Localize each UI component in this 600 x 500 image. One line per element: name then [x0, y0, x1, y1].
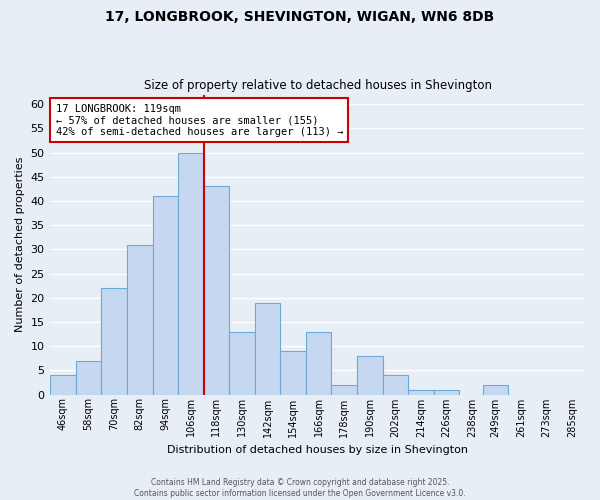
Bar [383, 375, 408, 394]
Bar [306, 332, 331, 394]
Text: 17 LONGBROOK: 119sqm
← 57% of detached houses are smaller (155)
42% of semi-deta: 17 LONGBROOK: 119sqm ← 57% of detached h… [56, 104, 343, 137]
Text: Contains HM Land Registry data © Crown copyright and database right 2025.
Contai: Contains HM Land Registry data © Crown c… [134, 478, 466, 498]
Bar [152, 196, 178, 394]
Bar [229, 332, 255, 394]
Bar [434, 390, 459, 394]
Bar [76, 360, 101, 394]
Bar [50, 375, 76, 394]
Bar [357, 356, 383, 395]
Bar [255, 302, 280, 394]
Bar [203, 186, 229, 394]
Title: Size of property relative to detached houses in Shevington: Size of property relative to detached ho… [143, 79, 491, 92]
Text: 17, LONGBROOK, SHEVINGTON, WIGAN, WN6 8DB: 17, LONGBROOK, SHEVINGTON, WIGAN, WN6 8D… [106, 10, 494, 24]
Bar [483, 385, 508, 394]
Bar [408, 390, 434, 394]
Bar [280, 351, 306, 395]
Bar [101, 288, 127, 395]
X-axis label: Distribution of detached houses by size in Shevington: Distribution of detached houses by size … [167, 445, 468, 455]
Y-axis label: Number of detached properties: Number of detached properties [15, 157, 25, 332]
Bar [331, 385, 357, 394]
Bar [127, 244, 152, 394]
Bar [178, 152, 203, 394]
